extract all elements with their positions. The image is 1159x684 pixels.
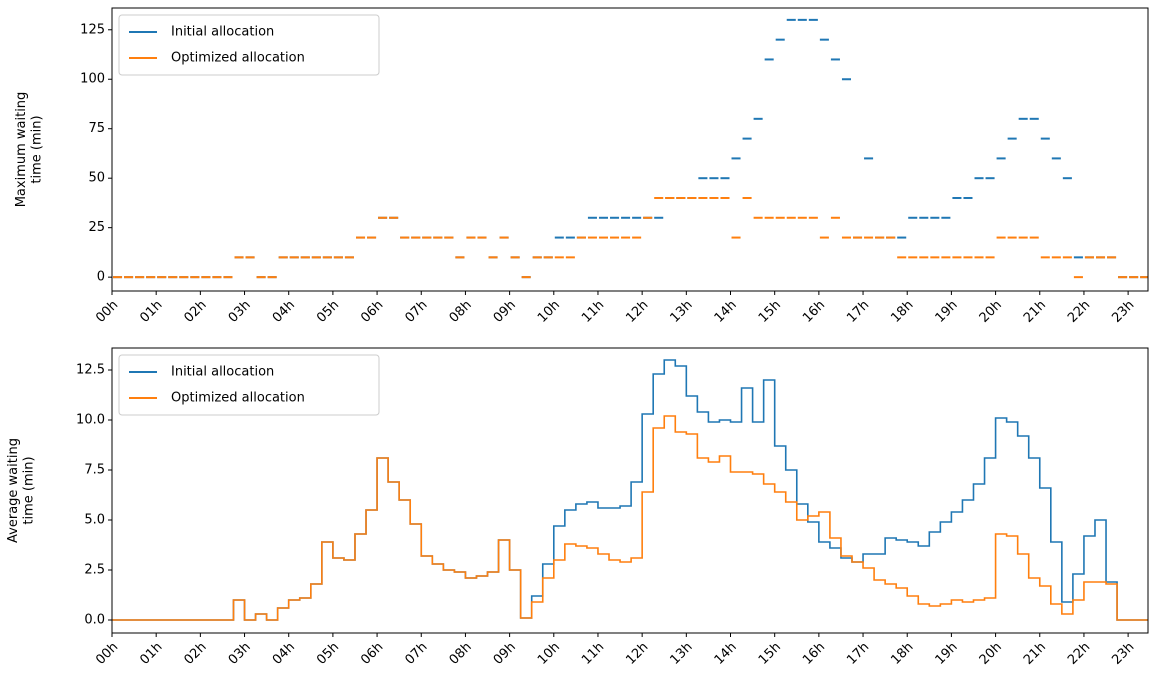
x-tick-label: 20h <box>977 640 1005 668</box>
legend-label: Optimized allocation <box>171 391 305 406</box>
y-tick-label: 100 <box>80 72 105 87</box>
y-axis-label-line: time (min) <box>29 115 44 183</box>
x-tick-label: 10h <box>535 640 563 668</box>
x-tick-label: 02h <box>182 298 210 326</box>
legend-box <box>118 354 380 416</box>
legend: Initial allocation Optimized allocation <box>118 354 380 416</box>
x-tick-label: 23h <box>1109 640 1137 668</box>
x-tick-label: 06h <box>358 298 386 326</box>
x-tick-label: 09h <box>491 640 519 668</box>
y-axis-label-line: Average waiting <box>5 438 20 543</box>
x-tick-label: 11h <box>579 640 607 668</box>
legend-label: Initial allocation <box>171 365 274 380</box>
x-tick-label: 01h <box>137 640 165 668</box>
x-tick-label: 19h <box>933 640 961 668</box>
y-tick-label: 5.0 <box>84 513 105 528</box>
x-tick-label: 16h <box>800 298 828 326</box>
x-tick-label: 13h <box>668 298 696 326</box>
y-axis-label: Average waitingtime (min) <box>5 438 36 543</box>
x-tick-label: 11h <box>579 298 607 326</box>
y-tick-label: 12.5 <box>76 363 105 378</box>
y-axis-label-line: Maximum waiting <box>13 92 28 208</box>
x-tick-label: 21h <box>1021 298 1049 326</box>
axes-frame <box>111 7 1149 292</box>
x-tick-label: 14h <box>712 298 740 326</box>
x-tick-label: 17h <box>844 640 872 668</box>
x-tick-label: 23h <box>1109 298 1137 326</box>
y-tick-label: 0.0 <box>84 613 105 628</box>
x-tick-label: 20h <box>977 298 1005 326</box>
x-tick-label: 09h <box>491 298 519 326</box>
x-tick-label: 13h <box>668 640 696 668</box>
x-tick-label: 07h <box>402 640 430 668</box>
y-tick-label: 2.5 <box>84 563 105 578</box>
y-tick-label: 25 <box>88 220 105 235</box>
legend-label: Optimized allocation <box>171 51 305 66</box>
x-tick-label: 15h <box>756 640 784 668</box>
x-tick-label: 21h <box>1021 640 1049 668</box>
x-tick-label: 10h <box>535 298 563 326</box>
y-axis-label: Maximum waitingtime (min) <box>13 92 44 208</box>
x-tick-label: 22h <box>1065 298 1093 326</box>
y-tick-label: 0 <box>97 270 105 285</box>
x-tick-label: 08h <box>447 298 475 326</box>
x-tick-label: 12h <box>623 640 651 668</box>
y-tick-label: 10.0 <box>76 413 105 428</box>
x-tick-label: 22h <box>1065 640 1093 668</box>
x-tick-label: 15h <box>756 298 784 326</box>
plot-area <box>112 359 1148 621</box>
x-tick-label: 04h <box>270 298 298 326</box>
x-tick-label: 00h <box>93 298 121 326</box>
legend: Initial allocation Optimized allocation <box>118 14 380 76</box>
x-tick-label: 03h <box>226 640 254 668</box>
x-tick-label: 00h <box>93 640 121 668</box>
x-tick-label: 14h <box>712 640 740 668</box>
x-tick-label: 16h <box>800 640 828 668</box>
subplot: 0 25 50 75 100 125 00h 01h 02h 03h 04h 05h 06h 07h 08h… <box>13 7 1149 326</box>
y-axis-label-line: time (min) <box>21 456 36 524</box>
x-tick-label: 18h <box>888 640 916 668</box>
x-tick-label: 06h <box>358 640 386 668</box>
y-tick-label: 50 <box>88 171 105 186</box>
x-tick-label: 02h <box>182 640 210 668</box>
axes-frame <box>111 347 1149 634</box>
y-tick-label: 125 <box>80 22 105 37</box>
x-tick-label: 18h <box>888 298 916 326</box>
step-line <box>112 415 1148 621</box>
x-tick-label: 12h <box>623 298 651 326</box>
x-tick-label: 03h <box>226 298 254 326</box>
x-tick-label: 05h <box>314 640 342 668</box>
y-tick-label: 7.5 <box>84 463 105 478</box>
plot-area <box>113 18 1148 279</box>
y-tick-label: 75 <box>88 121 105 136</box>
x-tick-label: 07h <box>402 298 430 326</box>
legend-box <box>118 14 380 76</box>
subplot: 0.0 2.5 5.0 7.5 10.0 12.5 00h 01h 02h 03h 04h 05h 06… <box>5 347 1149 668</box>
x-tick-label: 04h <box>270 640 298 668</box>
legend-label: Initial allocation <box>171 25 274 40</box>
x-tick-label: 05h <box>314 298 342 326</box>
x-tick-label: 19h <box>933 298 961 326</box>
x-tick-label: 08h <box>447 640 475 668</box>
x-tick-label: 17h <box>844 298 872 326</box>
x-tick-label: 01h <box>137 298 165 326</box>
